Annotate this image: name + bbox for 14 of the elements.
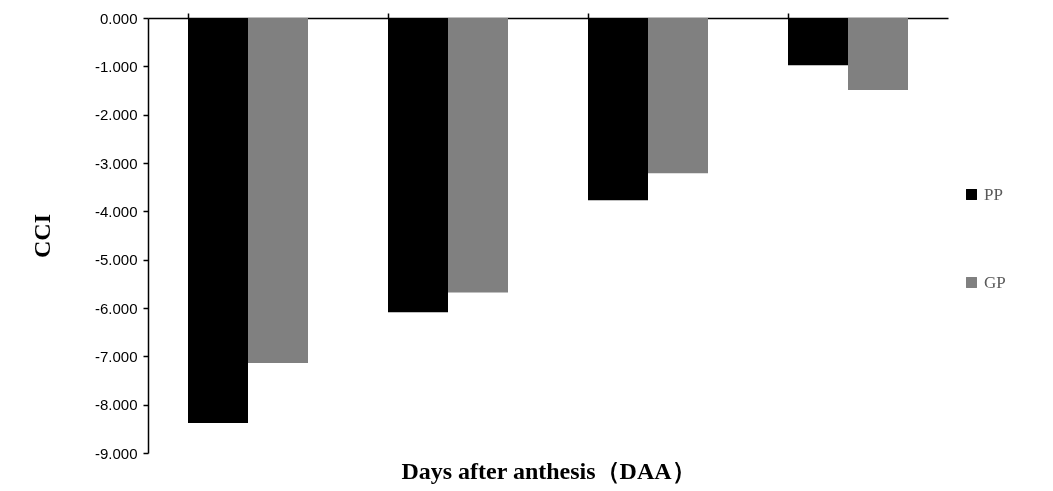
x-axis-title: Days after anthesis（DAA）	[401, 457, 696, 484]
y-tick-label: -8.000	[94, 396, 138, 414]
y-tick-label: -7.000	[94, 347, 138, 365]
legend-label: PP	[984, 184, 1003, 204]
y-tick-label: -2.000	[94, 106, 138, 124]
y-tick-label: -3.000	[94, 154, 138, 172]
y-tick-label: -4.000	[94, 202, 138, 220]
y-tick-label: -6.000	[94, 299, 138, 317]
y-tick-label: 0.000	[99, 9, 138, 27]
y-axis-title: CCI	[28, 213, 55, 259]
y-tick-label: -5.000	[94, 251, 138, 269]
legend-label: GP	[984, 272, 1006, 292]
y-tick-label: -1.000	[94, 57, 138, 75]
y-tick-label: -9.000	[94, 444, 138, 462]
